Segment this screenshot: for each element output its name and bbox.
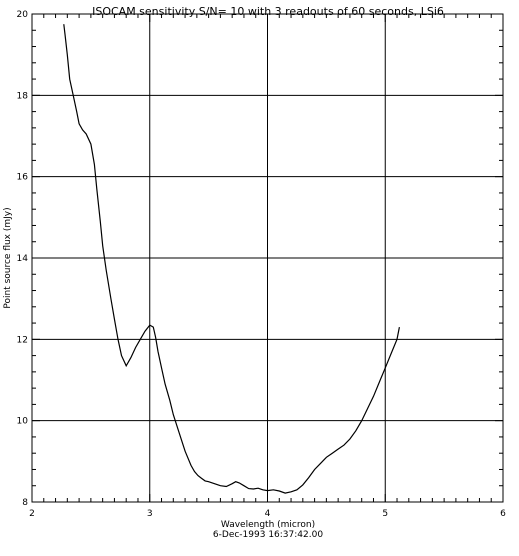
timestamp-footer: 6-Dec-1993 16:37:42.00 [213,530,323,540]
y-tick-label: 20 [17,10,29,20]
x-tick-label: 5 [382,509,388,519]
y-tick-label: 10 [17,417,29,427]
x-tick-label: 2 [29,509,35,519]
chart-title: ISOCAM sensitivity S/N= 10 with 3 readou… [92,5,444,18]
plot-area-border [31,13,504,503]
y-tick-label: 12 [17,335,28,345]
y-tick-label: 16 [17,173,29,183]
axis-ticks [31,13,504,503]
x-tick-label: 6 [500,509,506,519]
sensitivity-curve [63,24,400,494]
x-tick-label: 4 [265,509,271,519]
y-tick-labels: 8 10 12 14 16 18 20 [17,10,29,508]
x-tick-labels: 2 3 4 5 6 [29,509,506,519]
y-tick-label: 14 [17,254,29,264]
grid-lines [32,14,503,502]
y-tick-label: 8 [22,498,28,508]
x-axis-label: Wavelength (micron) [221,520,315,530]
y-tick-label: 18 [17,91,29,101]
y-axis-label: Point source flux (mJy) [3,207,13,308]
x-tick-label: 3 [147,509,153,519]
